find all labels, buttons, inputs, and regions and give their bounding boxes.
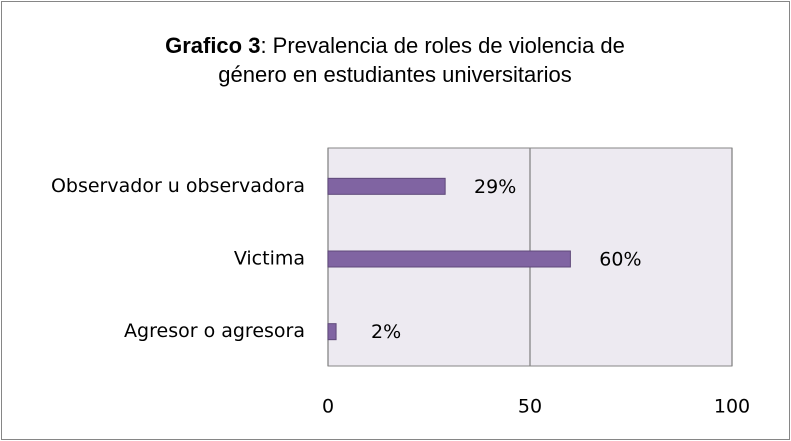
y-tick-label: Victima — [234, 248, 305, 270]
chart-title: Grafico 3: Prevalencia de roles de viole… — [165, 33, 625, 58]
x-tick-label: 100 — [714, 396, 750, 418]
x-tick-label: 0 — [322, 396, 334, 418]
y-tick-label: Agresor o agresora — [124, 320, 305, 342]
x-tick-label: 50 — [518, 396, 542, 418]
title-rest: : Prevalencia de roles de violencia de — [260, 33, 624, 58]
y-tick-label: Observador u observadora — [51, 175, 305, 197]
bar — [327, 250, 571, 268]
data-label: 2% — [371, 321, 401, 343]
bar — [327, 323, 337, 341]
chart-title-line2: género en estudiantes universitarios — [218, 62, 571, 87]
title-bold: Grafico 3 — [165, 33, 260, 58]
bar — [327, 177, 446, 195]
data-label: 29% — [474, 176, 516, 198]
data-label: 60% — [599, 249, 641, 271]
